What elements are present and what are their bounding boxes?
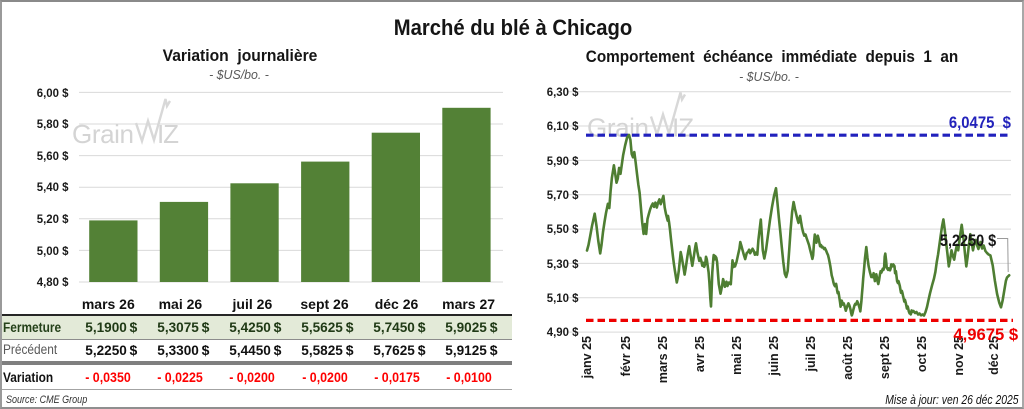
svg-text:Grain: Grain xyxy=(587,113,649,143)
svg-text:Grain: Grain xyxy=(72,119,134,149)
svg-text:IZ: IZ xyxy=(672,113,694,143)
svg-text:IZ: IZ xyxy=(157,119,179,149)
